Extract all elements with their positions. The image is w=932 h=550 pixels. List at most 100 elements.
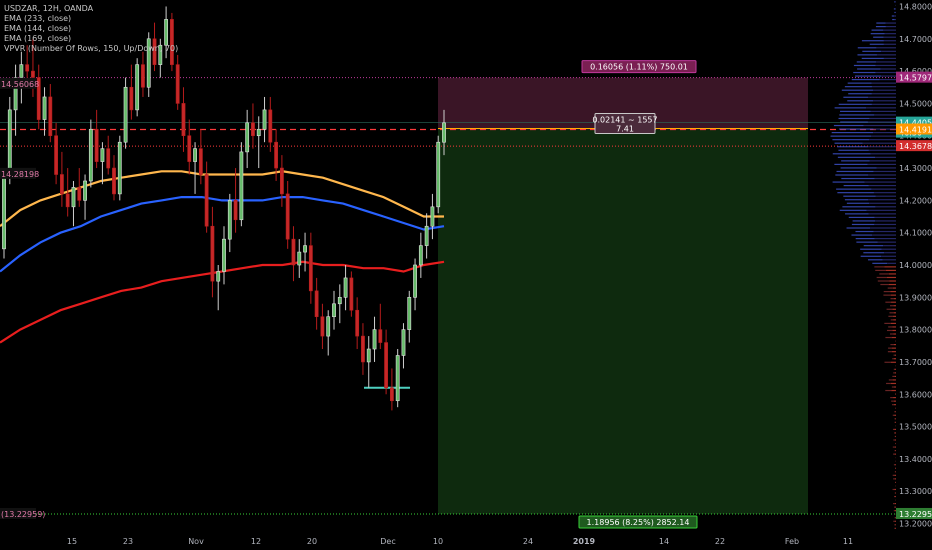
vpvr-bar (881, 50, 896, 52)
position-labels: 0.16056 (1.11%) 750.01 0.02141 ~ 15577.41… (578, 60, 698, 529)
center-label-text: 7.41 (616, 125, 634, 134)
volume-profile (830, 1, 896, 529)
vpvr-bar (839, 114, 875, 116)
vpvr-bar (891, 15, 895, 17)
time-tick-label: 11 (843, 537, 853, 546)
vpvr-bar (894, 354, 896, 356)
vpvr-bar (893, 520, 896, 522)
vpvr-bar (862, 50, 882, 52)
vpvr-bar (883, 43, 896, 45)
vpvr-bar (835, 174, 869, 176)
price-tag (896, 71, 932, 83)
stop-label-box (578, 515, 698, 529)
vpvr-bar (894, 450, 896, 452)
vpvr-bar (838, 103, 872, 105)
vpvr-bar (888, 273, 896, 275)
vpvr-bar (882, 259, 896, 261)
price-tag (896, 116, 932, 128)
vpvr-bar (872, 262, 888, 264)
indicator-ema233[interactable]: EMA (233, close) (4, 14, 72, 23)
candle-body (164, 19, 169, 46)
candle-body (88, 128, 93, 182)
vpvr-bar (853, 64, 876, 67)
candle-body (141, 64, 145, 88)
stop-label-text: 1.18956 (8.25%) 2852.14 (587, 518, 690, 527)
candle-body (361, 335, 365, 363)
vpvr-bar (833, 124, 864, 127)
vpvr-bar (895, 411, 896, 413)
time-tick-label: 15 (67, 537, 77, 546)
vpvr-bar (870, 110, 896, 112)
vpvr-bar (877, 280, 890, 282)
vpvr-bar (895, 421, 896, 423)
vpvr-bar (870, 153, 896, 155)
vpvr-bar (869, 202, 896, 204)
vpvr-bar (892, 428, 895, 430)
chart-legend: USDZAR, 12H, OANDA EMA (233, close) EMA … (4, 4, 178, 54)
candle-body (303, 245, 307, 253)
vpvr-bar (834, 163, 868, 165)
time-axis-bg (0, 530, 932, 550)
vpvr-bar (873, 36, 884, 38)
time-axis[interactable]: 15 23 Nov 12 20 Dec 10 24 2019 14 22 Feb 11 (0, 530, 932, 550)
vpvr-bar (838, 117, 870, 120)
vpvr-bar (871, 86, 896, 88)
vpvr-bar (885, 389, 892, 392)
candle-body (343, 277, 348, 298)
vpvr-bar (863, 245, 884, 247)
ema233-line (0, 260, 445, 344)
indicator-ema169[interactable]: EMA (169, close) (4, 34, 72, 43)
vpvr-bar (862, 142, 896, 144)
vpvr-bar (839, 209, 867, 211)
price-tag-label: 14.44057 (899, 119, 932, 128)
vpvr-bar (856, 241, 878, 243)
vpvr-bar (894, 428, 896, 430)
candle-body (436, 141, 441, 208)
candle-body (372, 329, 377, 350)
vpvr-bar (843, 96, 869, 98)
vpvr-bar (881, 75, 896, 77)
candle-body (222, 238, 226, 272)
price-tag (896, 123, 932, 135)
indicator-vpvr[interactable]: VPVR (Number Of Rows, 150, Up/Down, 70) (4, 44, 179, 53)
candle-body (117, 141, 122, 195)
candle-body (349, 277, 354, 311)
vpvr-bar (841, 89, 874, 91)
vpvr-bar (891, 389, 896, 392)
vpvr-bar (883, 29, 896, 31)
vpvr-bar (861, 57, 884, 59)
time-tick-label: 14 (659, 537, 669, 546)
price-tag-label: 13.22959 (899, 510, 932, 519)
vpvr-bar (855, 75, 882, 77)
vpvr-bar (895, 467, 896, 469)
indicator-ema144[interactable]: EMA (144, close) (4, 24, 72, 33)
candle-body (251, 122, 255, 137)
candle-body (262, 109, 267, 130)
vpvr-bar (857, 47, 877, 49)
vpvr-bar (892, 18, 895, 21)
vpvr-bar (852, 220, 876, 222)
vpvr-bar (883, 57, 896, 59)
candle-body (135, 64, 140, 111)
vpvr-bar (885, 22, 896, 24)
symbol-line[interactable]: USDZAR, 12H, OANDA (4, 4, 94, 13)
candle-body (337, 297, 342, 305)
left-price-tag (0, 77, 36, 89)
vpvr-bar (848, 93, 872, 95)
vpvr-bar (890, 291, 896, 293)
vpvr-bar (891, 400, 894, 402)
vpvr-bar (895, 11, 896, 14)
vpvr-bar (885, 269, 896, 271)
candle-body (291, 238, 296, 266)
vpvr-bar (841, 177, 875, 180)
candle-body (204, 174, 209, 227)
vpvr-bar (840, 121, 868, 123)
vpvr-bar (876, 167, 896, 169)
vpvr-bar (893, 333, 896, 335)
vpvr-bar (893, 319, 896, 321)
vpvr-bar (886, 329, 893, 332)
candle-body (123, 86, 128, 143)
